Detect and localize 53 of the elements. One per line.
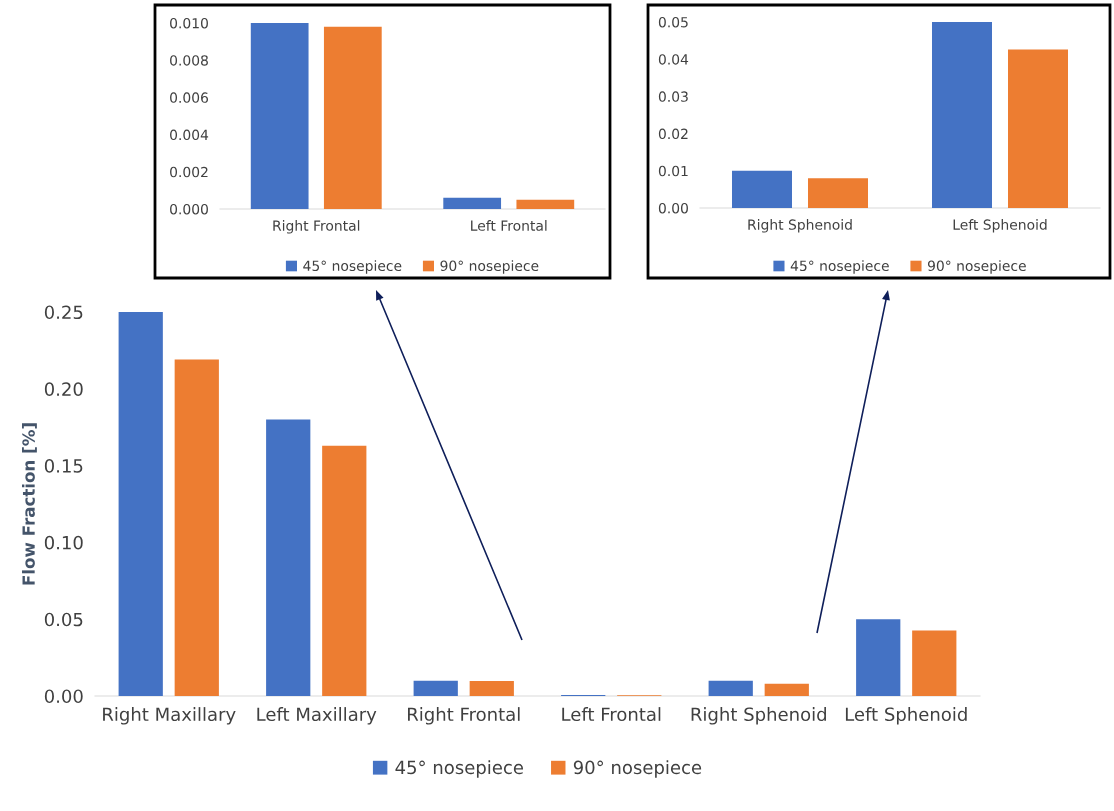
y-tick-label: 0.02 [658,128,688,140]
bar [932,22,992,208]
y-tick-label: 0.01 [658,165,688,177]
y-tick-label: 0.002 [170,166,208,178]
bar [1008,49,1068,208]
bar [323,26,382,209]
y-tick-label: 0.05 [44,612,83,627]
x-tick-label: Right Maxillary [103,707,236,725]
y-tick-label: 0.05 [658,16,688,28]
bar [250,23,309,209]
bar [118,312,163,696]
x-tick-label: Left Frontal [562,707,661,722]
y-tick-label: 0.008 [170,55,208,66]
bar [413,680,458,696]
y-tick-label: 0.00 [658,202,688,214]
x-tick-label: Right Sphenoid [748,219,852,233]
bar [516,199,575,209]
y-tick-label: 0.000 [170,203,208,215]
bar [266,419,311,696]
legend-label: 45° nosepiece [303,260,402,274]
bar [708,680,753,696]
y-tick-label: 0.20 [44,382,83,396]
y-tick-label: 0.00 [44,689,83,704]
bar [732,170,792,208]
x-tick-label: Left Maxillary [257,707,377,725]
x-tick-label: Left Sphenoid [845,707,967,725]
bar [469,680,514,696]
x-tick-label: Right Frontal [273,220,360,234]
y-tick-label: 0.03 [658,91,688,102]
y-tick-label: 0.004 [170,129,209,141]
x-tick-label: Right Frontal [408,707,520,725]
y-tick-label: 0.04 [658,54,689,65]
x-tick-label: Left Frontal [471,220,547,231]
x-tick-label: Right Sphenoid [691,707,826,725]
bar [322,445,367,696]
bar [912,630,957,696]
y-tick-label: 0.25 [44,305,83,320]
legend-label: 45° nosepiece [395,760,523,778]
legend-label: 90° nosepiece [573,760,702,778]
y-axis-title: Flow Fraction [%] [22,423,37,585]
y-tick-label: 0.010 [170,17,208,29]
bar [808,178,868,208]
legend-label: 90° nosepiece [440,260,539,274]
bar [764,683,809,696]
legend-label: 90° nosepiece [927,260,1026,274]
y-tick-label: 0.006 [170,92,209,103]
bar [174,359,219,696]
legend-label: 45° nosepiece [790,260,889,274]
bar [856,619,901,696]
x-tick-label: Left Sphenoid [953,219,1047,233]
bar [443,197,502,209]
y-tick-label: 0.10 [44,535,83,550]
y-tick-label: 0.15 [44,459,83,473]
